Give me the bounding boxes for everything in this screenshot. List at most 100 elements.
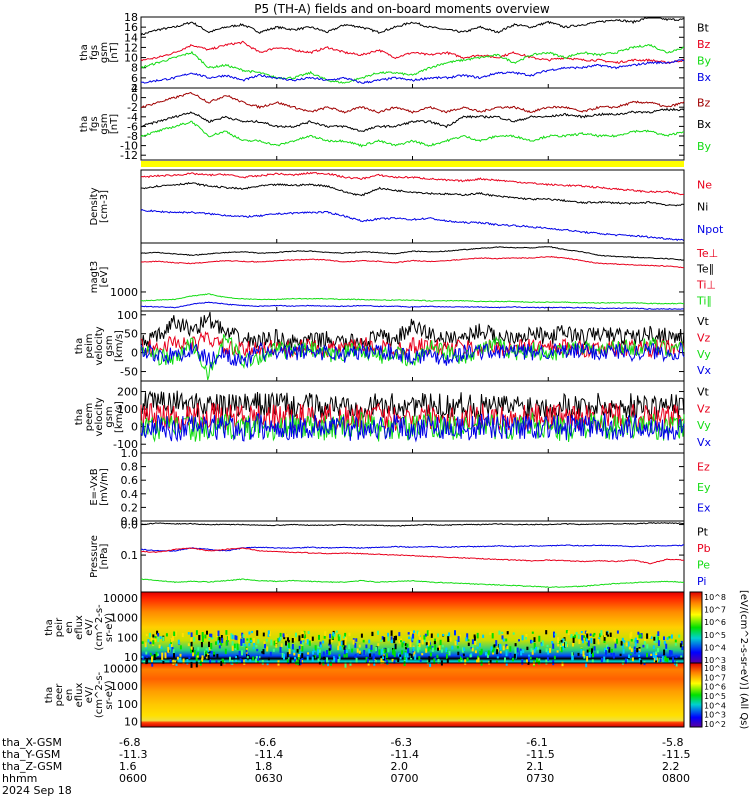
spectrogram-pixel <box>593 632 596 636</box>
y-tick-label: 100 <box>117 309 138 322</box>
spectrogram-pixel <box>533 647 536 653</box>
spectrogram-pixel <box>593 646 596 651</box>
spectrogram-pixel <box>614 643 617 649</box>
spectrogram-pixel <box>255 658 258 663</box>
spectrogram-pixel <box>424 633 427 637</box>
panel-peim-velocity: 100 50 0 -50 tha peim velocity gsm [km/s] Vt Vz Vy V… <box>74 309 712 382</box>
spectrogram-pixel <box>349 661 352 666</box>
legend-entry: Ni <box>697 201 708 214</box>
spectrogram-pixel <box>590 638 593 644</box>
spectrogram-pixel <box>585 638 588 642</box>
spectrogram-pixel <box>156 630 159 635</box>
spectrogram-pixel <box>430 633 433 638</box>
spectrogram-pixel <box>461 647 464 653</box>
y-tick-label: 0.8 <box>121 461 139 474</box>
spectrogram-pixel <box>437 633 439 638</box>
spectrogram-pixel <box>471 639 474 645</box>
spectrogram-pixel <box>625 642 628 647</box>
spectrogram-pixel <box>407 648 410 654</box>
spectrogram-pixel <box>429 644 432 650</box>
spectrogram-pixel <box>328 648 331 651</box>
spectrogram-pixel <box>633 646 636 650</box>
spectrogram-pixel <box>148 632 151 638</box>
spectrogram-pixel <box>541 640 544 646</box>
spectrogram-pixel <box>583 654 586 659</box>
spectrogram-pixel <box>267 657 270 661</box>
y-axis-label: [nPa] <box>99 543 110 569</box>
y-tick-label: 0.2 <box>121 501 139 514</box>
spectrogram-pixel <box>313 648 316 652</box>
spectrogram-pixel <box>577 634 580 639</box>
spectrogram-pixel <box>218 645 221 649</box>
y-axis-label: gsm <box>104 335 115 356</box>
spectrogram-pixel <box>524 636 527 640</box>
spectrogram-pixel <box>416 630 419 635</box>
spectrogram-pixel <box>377 630 379 635</box>
y-tick-label: -12 <box>120 149 138 162</box>
spectrogram-pixel <box>418 631 421 637</box>
spectrogram-pixel <box>516 647 519 653</box>
spectrogram-pixel <box>554 633 557 636</box>
spectrogram-pixel <box>381 636 384 640</box>
legend-entry: Ez <box>697 460 710 473</box>
spectrogram-pixel <box>466 657 469 662</box>
spectrogram-pixel <box>496 649 499 655</box>
spectrogram-pixel <box>220 641 223 646</box>
spectrogram-pixel <box>210 633 213 638</box>
spectrogram-pixel <box>675 655 678 659</box>
spectrogram-pixel <box>560 647 563 653</box>
spectrogram-pixel <box>467 639 470 642</box>
spectrogram-pixel <box>337 634 340 638</box>
spectrogram-pixel <box>167 647 170 653</box>
spectrogram-pixel <box>320 644 322 648</box>
spectrogram-pixel <box>172 649 175 654</box>
y-tick-label: 1.0 <box>121 447 139 460</box>
spectrogram-pixel <box>526 646 529 651</box>
spectrogram-pixel <box>586 649 589 653</box>
y-tick-label: 1000 <box>110 612 138 625</box>
spectrogram-pixel <box>344 638 347 641</box>
spectrogram-pixel <box>270 639 273 646</box>
spectrogram-pixel <box>287 639 290 643</box>
spectrogram-pixel <box>383 637 386 642</box>
spectrogram-pixel <box>663 636 665 641</box>
spectrogram-pixel <box>404 652 407 658</box>
spectrogram-pixel <box>561 638 564 644</box>
spectrogram-pixel <box>637 631 640 635</box>
spectrogram-pixel <box>298 659 301 666</box>
spectrogram-pixel <box>173 631 176 637</box>
spectrogram-pixel <box>188 643 191 646</box>
spectrogram-pixel <box>643 640 646 645</box>
spectrogram-pixel <box>655 660 658 663</box>
spectrogram-pixel <box>603 635 606 641</box>
spectrogram-pixel <box>410 631 413 637</box>
spectrogram-pixel <box>533 637 536 643</box>
spectrogram-pixel <box>318 649 321 653</box>
spectrogram-pixel <box>236 655 239 658</box>
spectrogram-pixel <box>627 641 630 647</box>
spectrogram-pixel <box>670 634 673 639</box>
spectrogram-pixel <box>592 634 595 637</box>
spectrogram-pixel <box>193 650 196 655</box>
spectrogram-pixel <box>209 633 212 637</box>
spectrogram-pixel <box>243 643 246 647</box>
colorbar-tick-label: 10^8 <box>704 664 726 673</box>
series-line-Bx <box>140 59 685 84</box>
spectrogram-pixel <box>586 633 589 640</box>
spectrogram-pixel <box>501 631 504 634</box>
y-tick-label: 1000 <box>110 680 138 693</box>
spectrogram-pixel <box>642 644 645 648</box>
spectrogram-pixel <box>665 648 668 651</box>
y-axis-label: peer <box>54 683 65 707</box>
legend-entry: Vx <box>697 364 712 377</box>
spectrogram-pixel <box>438 645 441 651</box>
spectrogram-pixel <box>639 634 642 638</box>
y-axis-label: tha <box>44 687 55 703</box>
y-axis-label: tha <box>44 619 55 635</box>
panel-e-field: 1.00.80.60.40.20.0 E=-VxB [mV/m] Ez Ey Ex <box>89 447 711 528</box>
spectrogram-pixel <box>526 659 528 663</box>
x-tick-value: -11.5 <box>526 748 554 761</box>
spectrogram-pixel <box>246 656 249 659</box>
spectrogram-pixel <box>634 649 637 655</box>
